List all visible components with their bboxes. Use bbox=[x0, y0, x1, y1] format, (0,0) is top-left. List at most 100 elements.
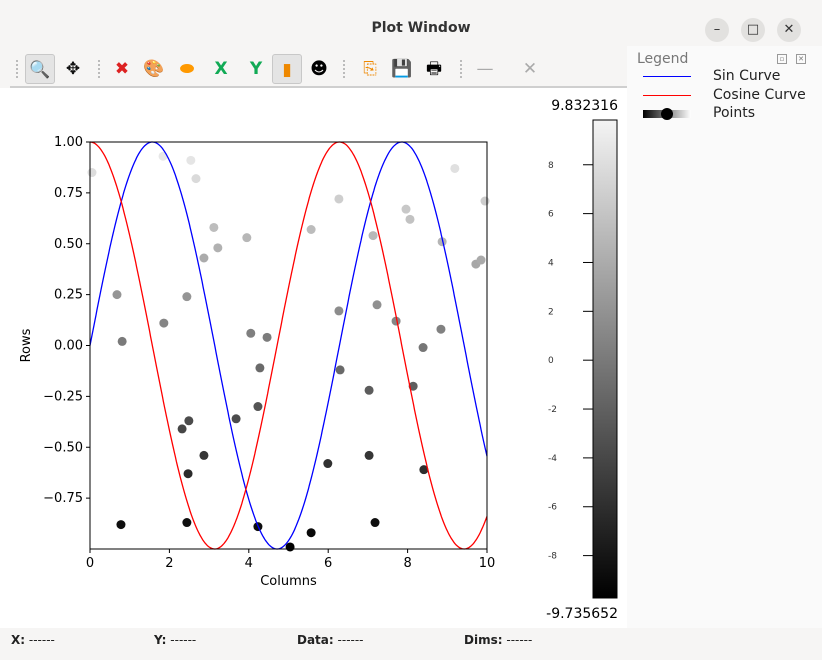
legend-item-cos[interactable]: Cosine Curve bbox=[713, 87, 806, 103]
toolbar-grip[interactable] bbox=[343, 60, 348, 78]
status-dims: Dims: ------ bbox=[464, 633, 533, 647]
colorbar-tick-label: -6 bbox=[548, 503, 557, 513]
scatter-point bbox=[255, 363, 265, 373]
x-tick-label: 6 bbox=[324, 556, 332, 571]
scatter-point bbox=[334, 194, 344, 204]
y-tick-label: 0.50 bbox=[54, 237, 83, 252]
scatter-point bbox=[368, 231, 378, 241]
title-bar: Plot Window – □ ✕ bbox=[0, 0, 822, 46]
x-tick-label: 2 bbox=[165, 556, 173, 571]
scatter-point bbox=[116, 520, 126, 530]
save-icon: 💾 bbox=[391, 59, 413, 79]
y-tick-label: −0.25 bbox=[43, 389, 83, 404]
colorbar-tick-label: -8 bbox=[548, 552, 557, 562]
legend-item-points[interactable]: Points bbox=[713, 105, 756, 121]
scatter-point bbox=[159, 318, 169, 328]
print-icon: 🖶 bbox=[425, 59, 443, 79]
colorbar-tick-label: 6 bbox=[548, 210, 554, 220]
scatter-point bbox=[370, 518, 380, 528]
y-tick-label: −0.50 bbox=[43, 440, 83, 455]
toolbar-grip[interactable] bbox=[460, 60, 465, 78]
line-style-button[interactable]: — bbox=[470, 54, 500, 84]
plot-frame bbox=[89, 141, 488, 550]
scatter-point bbox=[323, 459, 333, 469]
scatter-point bbox=[450, 163, 460, 173]
colormap-palette-button[interactable]: 🎨 bbox=[139, 54, 169, 84]
scatter-point bbox=[335, 365, 345, 375]
toolbar-grip[interactable] bbox=[16, 60, 21, 78]
scatter-point bbox=[182, 518, 192, 528]
cos-legend-line bbox=[643, 95, 691, 96]
line-style-icon: — bbox=[476, 59, 494, 79]
colorbar-icon: ▮ bbox=[282, 60, 292, 80]
plot-svg[interactable]: 0 2 4 6 8 10 1.00 0.75 0.50 0.25 0.00 −0.25 −0.50 −0.… bbox=[0, 88, 627, 628]
scatter-point bbox=[391, 316, 401, 326]
colorbar-tick-label: 4 bbox=[548, 258, 554, 268]
scatter-point bbox=[87, 168, 97, 178]
minimize-button[interactable]: – bbox=[705, 18, 729, 42]
scatter-point bbox=[285, 542, 295, 552]
y-axis-label: Rows bbox=[19, 328, 34, 362]
save-button[interactable]: 💾 bbox=[387, 54, 417, 84]
float-panel-button[interactable]: ▫ bbox=[777, 54, 787, 64]
scatter-point bbox=[372, 300, 382, 310]
colorbar-tick-label: 8 bbox=[548, 161, 554, 171]
mask-button[interactable]: ☻ bbox=[304, 54, 334, 84]
scatter-point bbox=[191, 174, 201, 184]
colorbar-tick-label: -4 bbox=[548, 454, 557, 464]
sin-curve bbox=[89, 141, 488, 550]
y-tick-label: −0.75 bbox=[43, 491, 83, 506]
scatter-point bbox=[364, 385, 374, 395]
legend-title: Legend bbox=[637, 51, 689, 67]
zoom-button[interactable]: 🔍 bbox=[25, 54, 55, 84]
maximize-button[interactable]: □ bbox=[741, 18, 765, 42]
close-panel-button[interactable]: ✕ bbox=[796, 54, 806, 64]
colorbar-button[interactable]: ▮ bbox=[272, 54, 302, 84]
legend-item-sin[interactable]: Sin Curve bbox=[713, 68, 781, 84]
x-axis-icon: X bbox=[214, 59, 228, 79]
scatter-point bbox=[401, 204, 411, 214]
reset-zoom-button[interactable]: ✖ bbox=[107, 54, 137, 84]
x-axis-label: Columns bbox=[260, 574, 317, 589]
colorbar-tick-label: -2 bbox=[548, 405, 557, 415]
plot-canvas[interactable]: 0 2 4 6 8 10 1.00 0.75 0.50 0.25 0.00 −0.25 −0.50 −0.… bbox=[0, 88, 627, 628]
y-axis-icon: Y bbox=[249, 59, 263, 79]
y-tick-label: 0.75 bbox=[54, 186, 83, 201]
x-tick-label: 10 bbox=[479, 556, 496, 571]
copy-button[interactable]: ⎘ bbox=[355, 54, 385, 84]
marker-style-icon: ✕ bbox=[522, 59, 538, 79]
status-bar: X: ------ Y: ------ Data: ------ Dims: -… bbox=[0, 628, 822, 660]
scatter-point bbox=[213, 243, 223, 253]
colorbar-tick-label: 2 bbox=[548, 307, 554, 317]
scatter-point bbox=[231, 414, 241, 424]
scatter-point bbox=[306, 225, 316, 235]
pan-icon: ✥ bbox=[65, 59, 81, 79]
scatter-point bbox=[480, 196, 490, 206]
x-tick-label: 4 bbox=[245, 556, 253, 571]
window-title: Plot Window bbox=[371, 20, 471, 36]
scatter-point bbox=[186, 155, 196, 165]
y-tick-label: 0.00 bbox=[54, 339, 83, 354]
colorbar-min-label: -9.735652 bbox=[546, 606, 618, 622]
pan-button[interactable]: ✥ bbox=[58, 54, 88, 84]
scatter-point bbox=[253, 402, 263, 412]
curve-style-button[interactable]: ⬬ bbox=[172, 54, 202, 84]
scatter-point bbox=[418, 343, 428, 353]
x-tick-label: 0 bbox=[86, 556, 94, 571]
x-axis-button[interactable]: X bbox=[206, 54, 236, 84]
marker-style-button[interactable]: ✕ bbox=[515, 54, 545, 84]
scatter-point bbox=[436, 324, 446, 334]
plot-toolbar: 🔍 ✥ ✖ 🎨 ⬬ X Y ▮ ☻ ⎘ 💾 🖶 — ✕ bbox=[10, 52, 627, 88]
scatter-point bbox=[262, 332, 272, 342]
scatter-point bbox=[112, 290, 122, 300]
close-button[interactable]: ✕ bbox=[777, 18, 801, 42]
status-data: Data: ------ bbox=[297, 633, 364, 647]
scatter-point bbox=[476, 255, 486, 265]
scatter-point bbox=[246, 328, 256, 338]
toolbar-grip[interactable] bbox=[98, 60, 103, 78]
y-axis-button[interactable]: Y bbox=[241, 54, 271, 84]
cos-curve bbox=[89, 141, 488, 550]
scatter-point bbox=[306, 528, 316, 538]
print-button[interactable]: 🖶 bbox=[419, 54, 449, 84]
y-tick-label: 0.25 bbox=[54, 288, 83, 303]
